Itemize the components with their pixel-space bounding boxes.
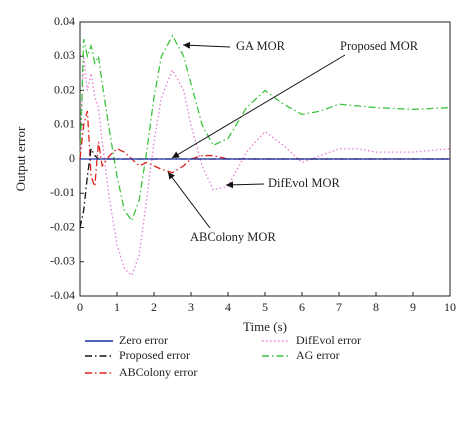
x-tick-label: 6 [299,300,305,314]
x-tick-label: 9 [410,300,416,314]
legend-label: DifEvol error [296,333,361,347]
x-tick-label: 0 [77,300,83,314]
annotation-arrow [167,171,211,229]
series-line [79,34,451,223]
legend-label: ABColony error [119,365,197,379]
x-tick-label: 1 [114,300,120,314]
legend-label: Proposed error [119,348,190,362]
y-tick-label: 0.04 [54,14,75,28]
y-tick-label: 0.02 [54,82,75,96]
x-tick-label: 5 [262,300,268,314]
x-tick-label: 7 [336,300,342,314]
x-tick-label: 2 [151,300,157,314]
legend-label: AG error [296,348,340,362]
annotation: ABColony MOR [190,230,276,244]
annotation-arrow [225,181,265,189]
y-tick-label: -0.01 [50,185,75,199]
x-axis-label: Time (s) [243,319,287,334]
annotation: Proposed MOR [340,39,419,53]
y-tick-label: -0.02 [50,219,75,233]
series-line [79,110,450,187]
annotation: GA MOR [236,39,286,53]
x-tick-label: 10 [444,300,456,314]
y-tick-label: -0.04 [50,288,75,302]
y-tick-label: 0 [69,151,75,165]
y-tick-label: -0.03 [50,254,75,268]
x-tick-label: 4 [225,300,231,314]
x-tick-label: 8 [373,300,379,314]
x-tick-label: 3 [188,300,194,314]
annotation-arrow [171,54,346,159]
y-axis-label: Output error [13,126,28,191]
annotation: DifEvol MOR [268,176,341,190]
series-line [79,146,450,228]
legend-label: Zero error [119,333,168,347]
y-tick-label: 0.03 [54,48,75,62]
y-tick-label: 0.01 [54,117,75,131]
annotation-arrow [182,41,231,49]
